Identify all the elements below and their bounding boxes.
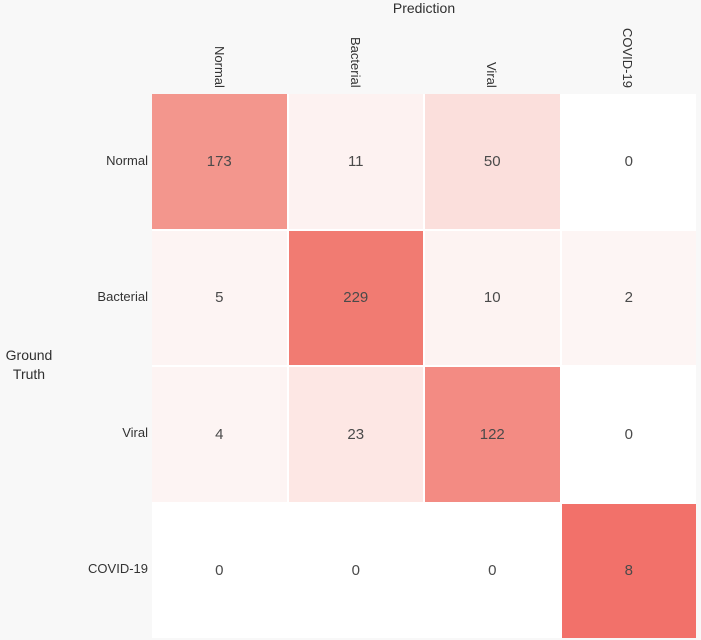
- heatmap-cell[interactable]: 50: [425, 94, 560, 229]
- heatmap-cell[interactable]: 11: [288, 94, 423, 229]
- y-tick-label: Normal: [106, 153, 148, 168]
- heatmap-grid: 173 11 50 0 5 229 10 2 4 23 122 0 0 0 0 8: [152, 94, 696, 638]
- heatmap-cell[interactable]: 173: [152, 94, 287, 229]
- heatmap-cell[interactable]: 0: [288, 503, 423, 638]
- x-tick-label: Viral: [484, 62, 499, 88]
- heatmap-cell[interactable]: 229: [288, 230, 423, 365]
- x-tick-label: Normal: [212, 46, 227, 88]
- heatmap-cell[interactable]: 2: [561, 230, 696, 365]
- heatmap-cell[interactable]: 23: [288, 367, 423, 502]
- y-tick-label: Bacterial: [97, 289, 148, 304]
- heatmap-cell[interactable]: 10: [425, 230, 560, 365]
- y-axis-title: Ground Truth: [5, 347, 53, 382]
- heatmap-cell[interactable]: 0: [152, 503, 287, 638]
- heatmap-cell[interactable]: 0: [561, 367, 696, 502]
- heatmap-cell[interactable]: 0: [561, 94, 696, 229]
- heatmap-cell[interactable]: 8: [561, 503, 696, 638]
- y-tick-label: COVID-19: [88, 561, 148, 576]
- x-tick-label: COVID-19: [620, 28, 635, 88]
- heatmap-cell[interactable]: 4: [152, 367, 287, 502]
- heatmap-cell[interactable]: 122: [425, 367, 560, 502]
- x-axis-title: Prediction: [392, 0, 456, 16]
- x-tick-label: Bacterial: [348, 37, 363, 88]
- heatmap-cell[interactable]: 0: [425, 503, 560, 638]
- heatmap-cell[interactable]: 5: [152, 230, 287, 365]
- y-tick-label: Viral: [122, 425, 148, 440]
